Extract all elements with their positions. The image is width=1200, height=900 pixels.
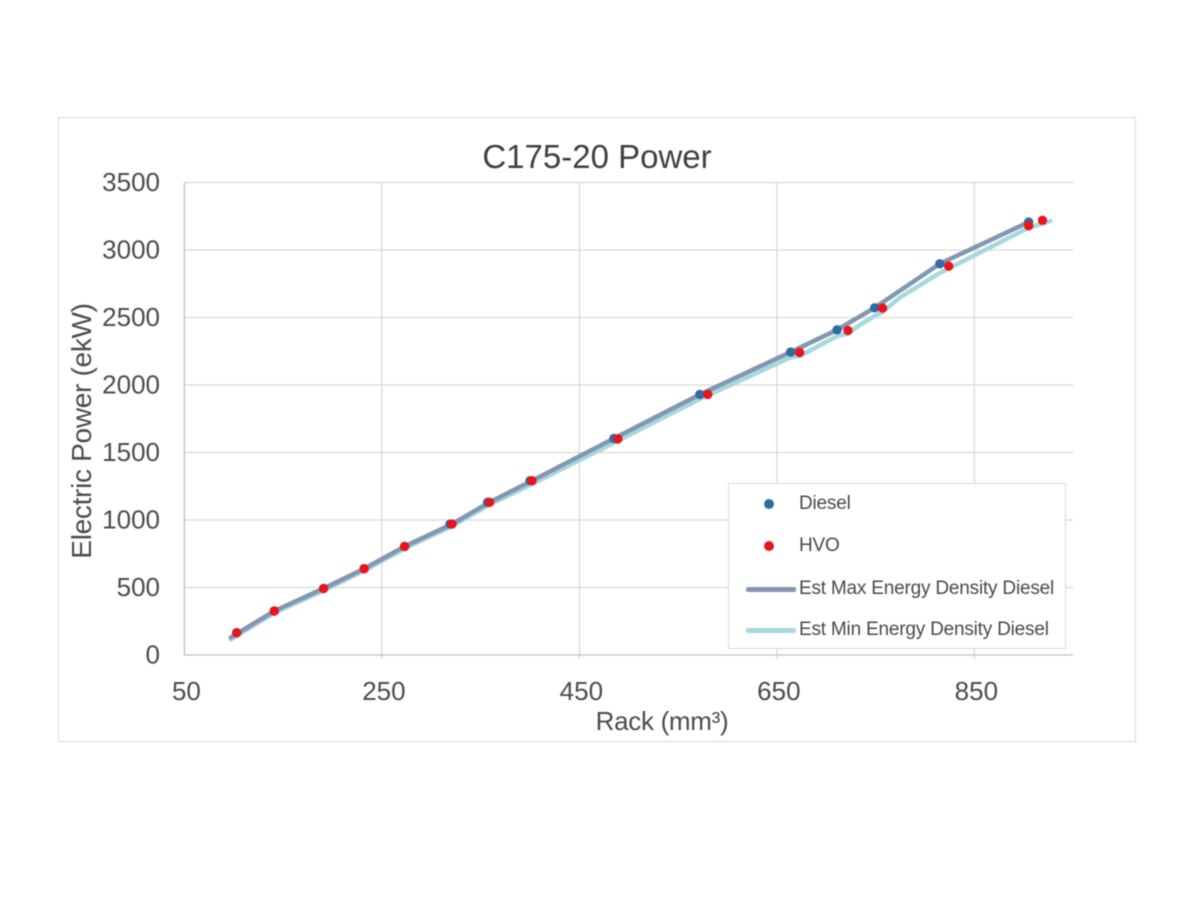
series-point-hvo: [447, 519, 457, 529]
series-point-diesel: [869, 303, 880, 313]
y-tick-label: 3500: [102, 167, 160, 197]
series-point-hvo: [794, 347, 805, 358]
legend-line-swatch: [746, 628, 796, 634]
y-axis-title: Electric Power (ekW): [66, 303, 97, 559]
series-point-hvo: [318, 583, 329, 594]
series-point-hvo: [527, 476, 537, 486]
y-tick-label: 0: [146, 640, 160, 670]
y-tick-label: 3000: [102, 235, 160, 265]
chart-title: C175-20 Power: [482, 138, 712, 175]
series-point-hvo: [1037, 215, 1048, 225]
series-point-hvo: [399, 541, 410, 552]
y-tick-label: 1000: [102, 505, 160, 535]
x-tick-label: 50: [172, 676, 201, 706]
x-tick-label: 650: [757, 676, 800, 706]
legend-item-est-max-energy-density-diesel[interactable]: Est Max Energy Density Diesel: [729, 575, 1065, 603]
series-point-diesel: [832, 325, 842, 335]
legend-item-hvo[interactable]: HVO: [729, 532, 1065, 560]
series-point-hvo: [943, 261, 954, 271]
series-point-hvo: [703, 389, 713, 400]
legend-line-swatch: [746, 587, 796, 593]
series-point-hvo: [877, 303, 888, 313]
legend-label: Est Max Energy Density Diesel: [799, 578, 1055, 600]
legend-label: HVO: [799, 535, 840, 556]
legend-label: Diesel: [799, 492, 851, 514]
series-point-diesel: [935, 259, 945, 269]
series-point-hvo: [359, 564, 369, 574]
series-point-diesel: [695, 389, 705, 400]
legend-dot-swatch: [764, 541, 774, 551]
series-point-diesel: [785, 347, 796, 357]
y-tick-label: 1500: [102, 437, 160, 467]
y-tick-label: 2000: [102, 370, 160, 400]
x-tick-label: 450: [560, 676, 603, 706]
series-point-hvo: [1023, 221, 1034, 231]
x-axis-title: Rack (mm³): [595, 706, 729, 736]
legend: Diesel HVO Est Max Energy Density Diesel Es…: [728, 483, 1066, 649]
x-tick-label: 850: [955, 676, 998, 706]
series-point-hvo: [484, 497, 495, 508]
legend-dot-swatch: [764, 498, 774, 509]
series-point-hvo: [613, 434, 623, 444]
y-tick-label: 2500: [102, 302, 160, 332]
series-point-hvo: [843, 325, 853, 336]
series-point-hvo: [232, 628, 242, 638]
x-tick-label: 250: [362, 676, 405, 706]
y-tick-label: 500: [117, 572, 160, 602]
legend-item-est-min-energy-density-diesel[interactable]: Est Min Energy Density Diesel: [729, 616, 1065, 644]
series-point-hvo: [269, 606, 279, 616]
legend-item-diesel[interactable]: Diesel: [729, 490, 1065, 518]
legend-label: Est Min Energy Density Diesel: [799, 619, 1049, 641]
